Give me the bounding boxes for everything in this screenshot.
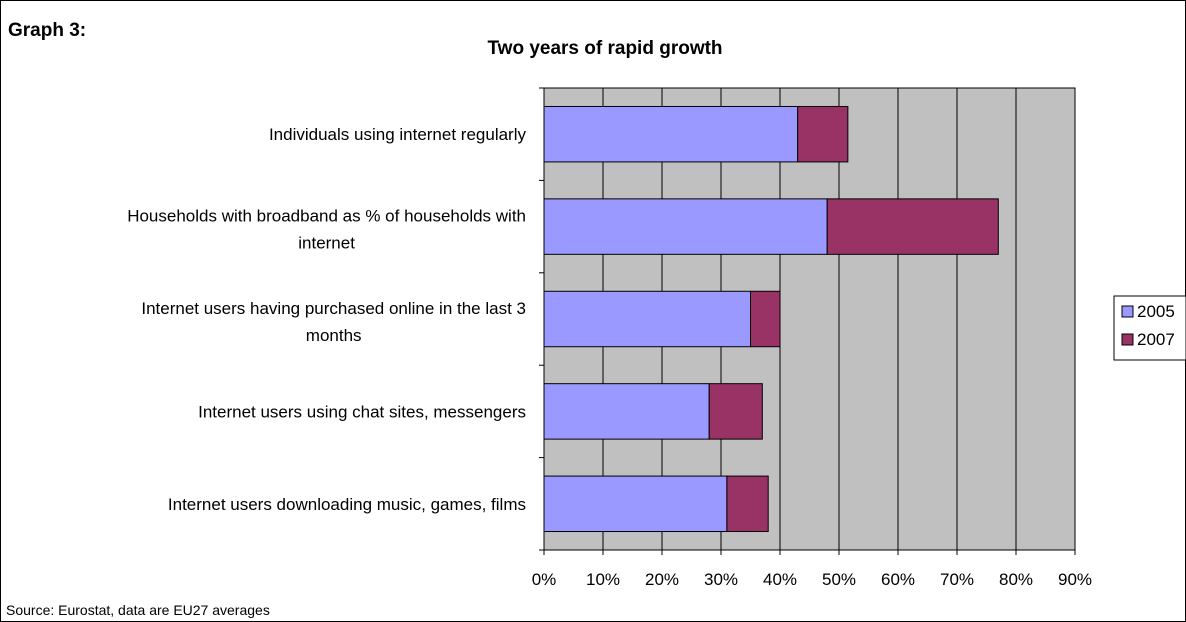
x-tick-label: 70% [940,570,974,589]
legend-label-2005: 2005 [1137,302,1175,321]
category-label: months [306,326,362,345]
bar-2005 [543,290,751,348]
category-label: Internet users having purchased online i… [141,299,526,318]
category-label: internet [298,234,355,253]
category-label: Individuals using internet regularly [269,125,527,144]
bar-2005 [543,198,828,255]
x-tick-label: 30% [704,570,738,589]
graph-number-label: Graph 3: [8,20,87,41]
x-tick-label: 40% [763,570,797,589]
bar-2007 [826,198,999,255]
bar-2005 [543,475,728,533]
bar-2007 [708,383,763,440]
bar-2007 [750,290,781,348]
x-tick-label: 80% [999,570,1033,589]
x-tick-label: 10% [586,570,620,589]
category-label: Households with broadband as % of househ… [127,207,526,226]
category-label: Internet users downloading music, games,… [168,495,526,514]
x-tick-label: 0% [532,570,557,589]
x-tick-label: 60% [881,570,915,589]
legend-swatch-2007 [1121,333,1134,346]
category-label: Internet users using chat sites, messeng… [198,402,526,421]
bar-2005 [543,383,710,440]
x-tick-label: 90% [1058,570,1092,589]
legend-swatch-2005 [1121,305,1134,318]
x-tick-label: 50% [822,570,856,589]
bar-2007 [797,105,849,163]
bar-2007 [726,475,769,533]
legend-label-2007: 2007 [1137,330,1175,349]
source-note: Source: Eurostat, data are EU27 averages [6,602,270,618]
chart-title: Two years of rapid growth [487,38,723,59]
x-tick-label: 20% [645,570,679,589]
bar-2005 [543,105,799,163]
